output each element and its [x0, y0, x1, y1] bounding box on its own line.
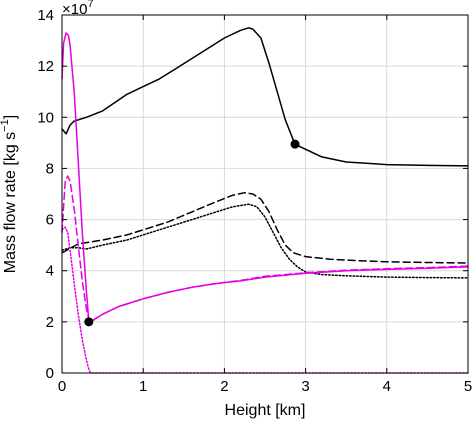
x-tick-label: 5 — [464, 378, 472, 395]
markers-group — [84, 139, 300, 327]
multiplier-exponent: 7 — [87, 0, 93, 10]
y-tick-label: 2 — [46, 314, 54, 331]
grid — [62, 15, 468, 373]
series-line-3 — [61, 203, 469, 279]
marker-point-1 — [290, 139, 300, 149]
y-tick-label: 0 — [46, 365, 54, 382]
plot-frame — [61, 14, 469, 374]
y-tick-label: 12 — [37, 58, 54, 75]
series-line-6 — [61, 226, 469, 374]
series-line-5 — [61, 175, 469, 323]
y-axis-label-superscript: −1 — [0, 119, 11, 132]
y-tick-label: 6 — [46, 212, 54, 229]
y-axis-label-prefix: Mass flow rate [kg s — [2, 132, 19, 273]
y-axis-label-suffix: ] — [2, 115, 19, 119]
marker-point-2 — [84, 317, 94, 327]
x-tick-label: 3 — [301, 378, 309, 395]
series-group — [61, 27, 469, 374]
x-axis-label: Height [km] — [225, 402, 306, 419]
multiplier-base: ×10 — [62, 1, 87, 18]
y-axis-label: Mass flow rate [kg s−1] — [0, 115, 19, 273]
x-tick-label: 1 — [139, 378, 147, 395]
series-line-2 — [61, 191, 469, 264]
y-tick-label: 8 — [46, 160, 54, 177]
x-tick-label: 2 — [220, 378, 228, 395]
axis-multiplier: ×107 — [62, 0, 94, 18]
y-tick-label: 10 — [37, 109, 54, 126]
series-line-4 — [61, 32, 469, 323]
y-tick-label: 4 — [46, 263, 54, 280]
series-line-1 — [61, 27, 469, 167]
x-tick-label: 4 — [383, 378, 391, 395]
x-tick-label: 0 — [58, 378, 66, 395]
y-tick-label: 14 — [37, 7, 54, 24]
